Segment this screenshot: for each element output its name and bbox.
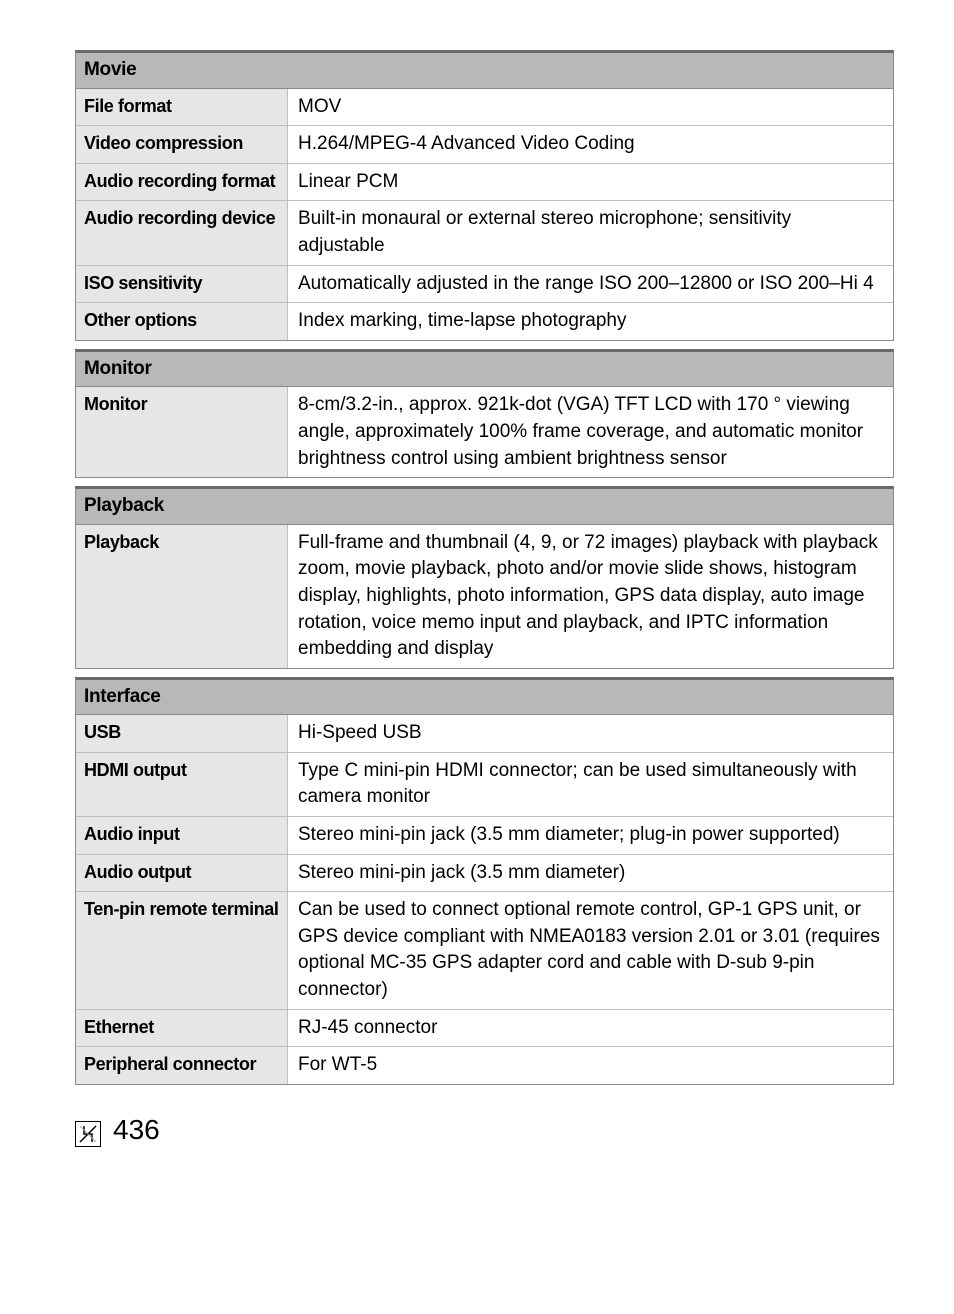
spec-label: Video compression [76, 126, 288, 163]
spec-value: Index marking, time-lapse photography [288, 303, 893, 340]
spec-value: For WT-5 [288, 1047, 893, 1084]
spec-label: Audio recording device [76, 201, 288, 264]
spec-value: MOV [288, 89, 893, 126]
spec-label: Audio recording format [76, 164, 288, 201]
spec-value: Linear PCM [288, 164, 893, 201]
spec-value: Full-frame and thumbnail (4, 9, or 72 im… [288, 525, 893, 668]
spec-row: Ten-pin remote terminalCan be used to co… [76, 892, 893, 1009]
spec-value: H.264/MPEG-4 Advanced Video Coding [288, 126, 893, 163]
spec-row: EthernetRJ-45 connector [76, 1010, 893, 1048]
spec-label: Monitor [76, 387, 288, 477]
spec-row: Peripheral connectorFor WT-5 [76, 1047, 893, 1084]
spec-section: PlaybackPlaybackFull-frame and thumbnail… [75, 486, 894, 669]
page-number: 436 [113, 1110, 160, 1149]
spec-row: USBHi-Speed USB [76, 715, 893, 753]
spec-value: Hi-Speed USB [288, 715, 893, 752]
spec-value: Automatically adjusted in the range ISO … [288, 266, 893, 303]
spec-row: Audio recording formatLinear PCM [76, 164, 893, 202]
section-header: Movie [76, 53, 893, 89]
section-header: Playback [76, 489, 893, 525]
spec-row: Other optionsIndex marking, time-lapse p… [76, 303, 893, 340]
spec-value: Built-in monaural or external stereo mic… [288, 201, 893, 264]
spec-row: Audio inputStereo mini-pin jack (3.5 mm … [76, 817, 893, 855]
spec-label: Audio output [76, 855, 288, 892]
spec-value: 8-cm/3.2-in., approx. 921k-dot (VGA) TFT… [288, 387, 893, 477]
appendix-icon [75, 1121, 101, 1147]
spec-value: Type C mini-pin HDMI connector; can be u… [288, 753, 893, 816]
spec-row: HDMI outputType C mini-pin HDMI connecto… [76, 753, 893, 817]
spec-value: RJ-45 connector [288, 1010, 893, 1047]
spec-value: Stereo mini-pin jack (3.5 mm diameter; p… [288, 817, 893, 854]
spec-row: PlaybackFull-frame and thumbnail (4, 9, … [76, 525, 893, 668]
section-header: Monitor [76, 352, 893, 388]
spec-row: Audio outputStereo mini-pin jack (3.5 mm… [76, 855, 893, 893]
spec-row: Audio recording deviceBuilt-in monaural … [76, 201, 893, 265]
spec-label: File format [76, 89, 288, 126]
spec-section: InterfaceUSBHi-Speed USBHDMI outputType … [75, 677, 894, 1085]
spec-value: Stereo mini-pin jack (3.5 mm diameter) [288, 855, 893, 892]
spec-label: Ten-pin remote terminal [76, 892, 288, 1008]
spec-section: MovieFile formatMOVVideo compressionH.26… [75, 50, 894, 341]
spec-row: Monitor8-cm/3.2-in., approx. 921k-dot (V… [76, 387, 893, 477]
spec-row: Video compressionH.264/MPEG-4 Advanced V… [76, 126, 893, 164]
spec-label: Ethernet [76, 1010, 288, 1047]
section-header: Interface [76, 680, 893, 716]
spec-row: ISO sensitivityAutomatically adjusted in… [76, 266, 893, 304]
spec-section: MonitorMonitor8-cm/3.2-in., approx. 921k… [75, 349, 894, 478]
spec-value: Can be used to connect optional remote c… [288, 892, 893, 1008]
page-footer: 436 [75, 1110, 894, 1149]
spec-label: Other options [76, 303, 288, 340]
spec-label: Audio input [76, 817, 288, 854]
spec-label: HDMI output [76, 753, 288, 816]
spec-row: File formatMOV [76, 89, 893, 127]
spec-label: ISO sensitivity [76, 266, 288, 303]
spec-label: Playback [76, 525, 288, 668]
spec-label: Peripheral connector [76, 1047, 288, 1084]
spec-label: USB [76, 715, 288, 752]
